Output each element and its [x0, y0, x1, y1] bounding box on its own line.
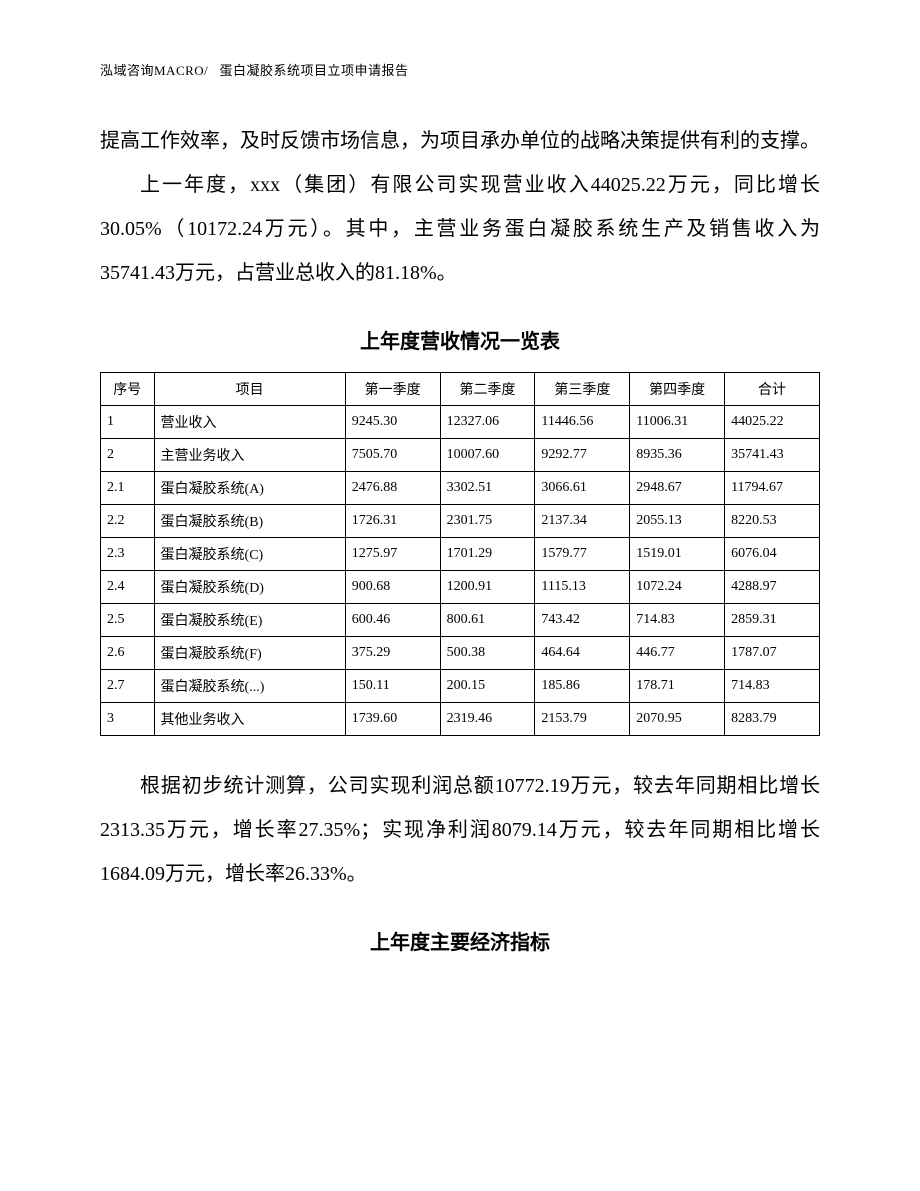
table1-title: 上年度营收情况一览表: [100, 325, 820, 354]
table-cell: 11446.56: [535, 406, 630, 439]
header-right: 蛋白凝胶系统项目立项申请报告: [220, 63, 409, 78]
table-cell: 2: [101, 439, 155, 472]
col-header-item: 项目: [154, 373, 345, 406]
table-cell: 2476.88: [345, 472, 440, 505]
table-cell: 蛋白凝胶系统(F): [154, 637, 345, 670]
table-cell: 2319.46: [440, 703, 535, 736]
table-cell: 35741.43: [725, 439, 820, 472]
table-header-row: 序号 项目 第一季度 第二季度 第三季度 第四季度 合计: [101, 373, 820, 406]
table-row: 2主营业务收入7505.7010007.609292.778935.363574…: [101, 439, 820, 472]
table-cell: 2070.95: [630, 703, 725, 736]
table-cell: 蛋白凝胶系统(E): [154, 604, 345, 637]
paragraph-3: 根据初步统计测算，公司实现利润总额10772.19万元，较去年同期相比增长231…: [100, 764, 820, 896]
table-cell: 蛋白凝胶系统(C): [154, 538, 345, 571]
table-cell: 2.3: [101, 538, 155, 571]
table-cell: 3066.61: [535, 472, 630, 505]
table-cell: 1739.60: [345, 703, 440, 736]
table-cell: 1072.24: [630, 571, 725, 604]
table-cell: 12327.06: [440, 406, 535, 439]
table-cell: 4288.97: [725, 571, 820, 604]
table-cell: 6076.04: [725, 538, 820, 571]
table-cell: 11006.31: [630, 406, 725, 439]
table-cell: 185.86: [535, 670, 630, 703]
table-cell: 150.11: [345, 670, 440, 703]
table-cell: 9292.77: [535, 439, 630, 472]
table-cell: 营业收入: [154, 406, 345, 439]
section2-title: 上年度主要经济指标: [100, 926, 820, 955]
table-row: 2.6蛋白凝胶系统(F)375.29500.38464.64446.771787…: [101, 637, 820, 670]
table-cell: 3302.51: [440, 472, 535, 505]
table-cell: 2948.67: [630, 472, 725, 505]
table-cell: 1701.29: [440, 538, 535, 571]
paragraph-2: 上一年度，xxx（集团）有限公司实现营业收入44025.22万元，同比增长30.…: [100, 163, 820, 295]
table-row: 2.7蛋白凝胶系统(...)150.11200.15185.86178.7171…: [101, 670, 820, 703]
col-header-sn: 序号: [101, 373, 155, 406]
table-cell: 其他业务收入: [154, 703, 345, 736]
table-cell: 9245.30: [345, 406, 440, 439]
table-cell: 2.5: [101, 604, 155, 637]
table-cell: 8283.79: [725, 703, 820, 736]
table-cell: 蛋白凝胶系统(A): [154, 472, 345, 505]
table-cell: 11794.67: [725, 472, 820, 505]
table-cell: 600.46: [345, 604, 440, 637]
table-cell: 1200.91: [440, 571, 535, 604]
table-row: 2.4蛋白凝胶系统(D)900.681200.911115.131072.244…: [101, 571, 820, 604]
table-cell: 1275.97: [345, 538, 440, 571]
table-cell: 1519.01: [630, 538, 725, 571]
table-cell: 2137.34: [535, 505, 630, 538]
table-row: 2.3蛋白凝胶系统(C)1275.971701.291579.771519.01…: [101, 538, 820, 571]
table-cell: 1726.31: [345, 505, 440, 538]
table-cell: 蛋白凝胶系统(...): [154, 670, 345, 703]
table-cell: 1: [101, 406, 155, 439]
table-cell: 714.83: [725, 670, 820, 703]
table-cell: 8935.36: [630, 439, 725, 472]
table-cell: 10007.60: [440, 439, 535, 472]
table-cell: 蛋白凝胶系统(B): [154, 505, 345, 538]
table-cell: 464.64: [535, 637, 630, 670]
revenue-table: 序号 项目 第一季度 第二季度 第三季度 第四季度 合计 1营业收入9245.3…: [100, 372, 820, 736]
table-cell: 44025.22: [725, 406, 820, 439]
table-cell: 3: [101, 703, 155, 736]
col-header-q3: 第三季度: [535, 373, 630, 406]
table-cell: 2.4: [101, 571, 155, 604]
table-row: 1营业收入9245.3012327.0611446.5611006.314402…: [101, 406, 820, 439]
table-cell: 500.38: [440, 637, 535, 670]
table-cell: 1787.07: [725, 637, 820, 670]
table-cell: 7505.70: [345, 439, 440, 472]
table-cell: 178.71: [630, 670, 725, 703]
table-cell: 2301.75: [440, 505, 535, 538]
table-row: 2.1蛋白凝胶系统(A)2476.883302.513066.612948.67…: [101, 472, 820, 505]
table-cell: 375.29: [345, 637, 440, 670]
col-header-total: 合计: [725, 373, 820, 406]
table-cell: 8220.53: [725, 505, 820, 538]
table-cell: 2859.31: [725, 604, 820, 637]
table-row: 2.2蛋白凝胶系统(B)1726.312301.752137.342055.13…: [101, 505, 820, 538]
table-cell: 蛋白凝胶系统(D): [154, 571, 345, 604]
table-cell: 2.2: [101, 505, 155, 538]
col-header-q2: 第二季度: [440, 373, 535, 406]
table-cell: 1115.13: [535, 571, 630, 604]
table-cell: 2153.79: [535, 703, 630, 736]
table-body: 1营业收入9245.3012327.0611446.5611006.314402…: [101, 406, 820, 736]
table-cell: 2.1: [101, 472, 155, 505]
table-cell: 900.68: [345, 571, 440, 604]
table-cell: 1579.77: [535, 538, 630, 571]
table-cell: 200.15: [440, 670, 535, 703]
table-row: 2.5蛋白凝胶系统(E)600.46800.61743.42714.832859…: [101, 604, 820, 637]
page-header: 泓域咨询MACRO/ 蛋白凝胶系统项目立项申请报告: [100, 60, 820, 79]
header-left: 泓域咨询MACRO/: [100, 63, 208, 78]
col-header-q1: 第一季度: [345, 373, 440, 406]
table-cell: 714.83: [630, 604, 725, 637]
col-header-q4: 第四季度: [630, 373, 725, 406]
table-cell: 743.42: [535, 604, 630, 637]
table-cell: 446.77: [630, 637, 725, 670]
table-cell: 2055.13: [630, 505, 725, 538]
table-row: 3其他业务收入1739.602319.462153.792070.958283.…: [101, 703, 820, 736]
table-cell: 2.7: [101, 670, 155, 703]
table-cell: 主营业务收入: [154, 439, 345, 472]
table-cell: 2.6: [101, 637, 155, 670]
table-cell: 800.61: [440, 604, 535, 637]
paragraph-1: 提高工作效率，及时反馈市场信息，为项目承办单位的战略决策提供有利的支撑。: [100, 119, 820, 163]
